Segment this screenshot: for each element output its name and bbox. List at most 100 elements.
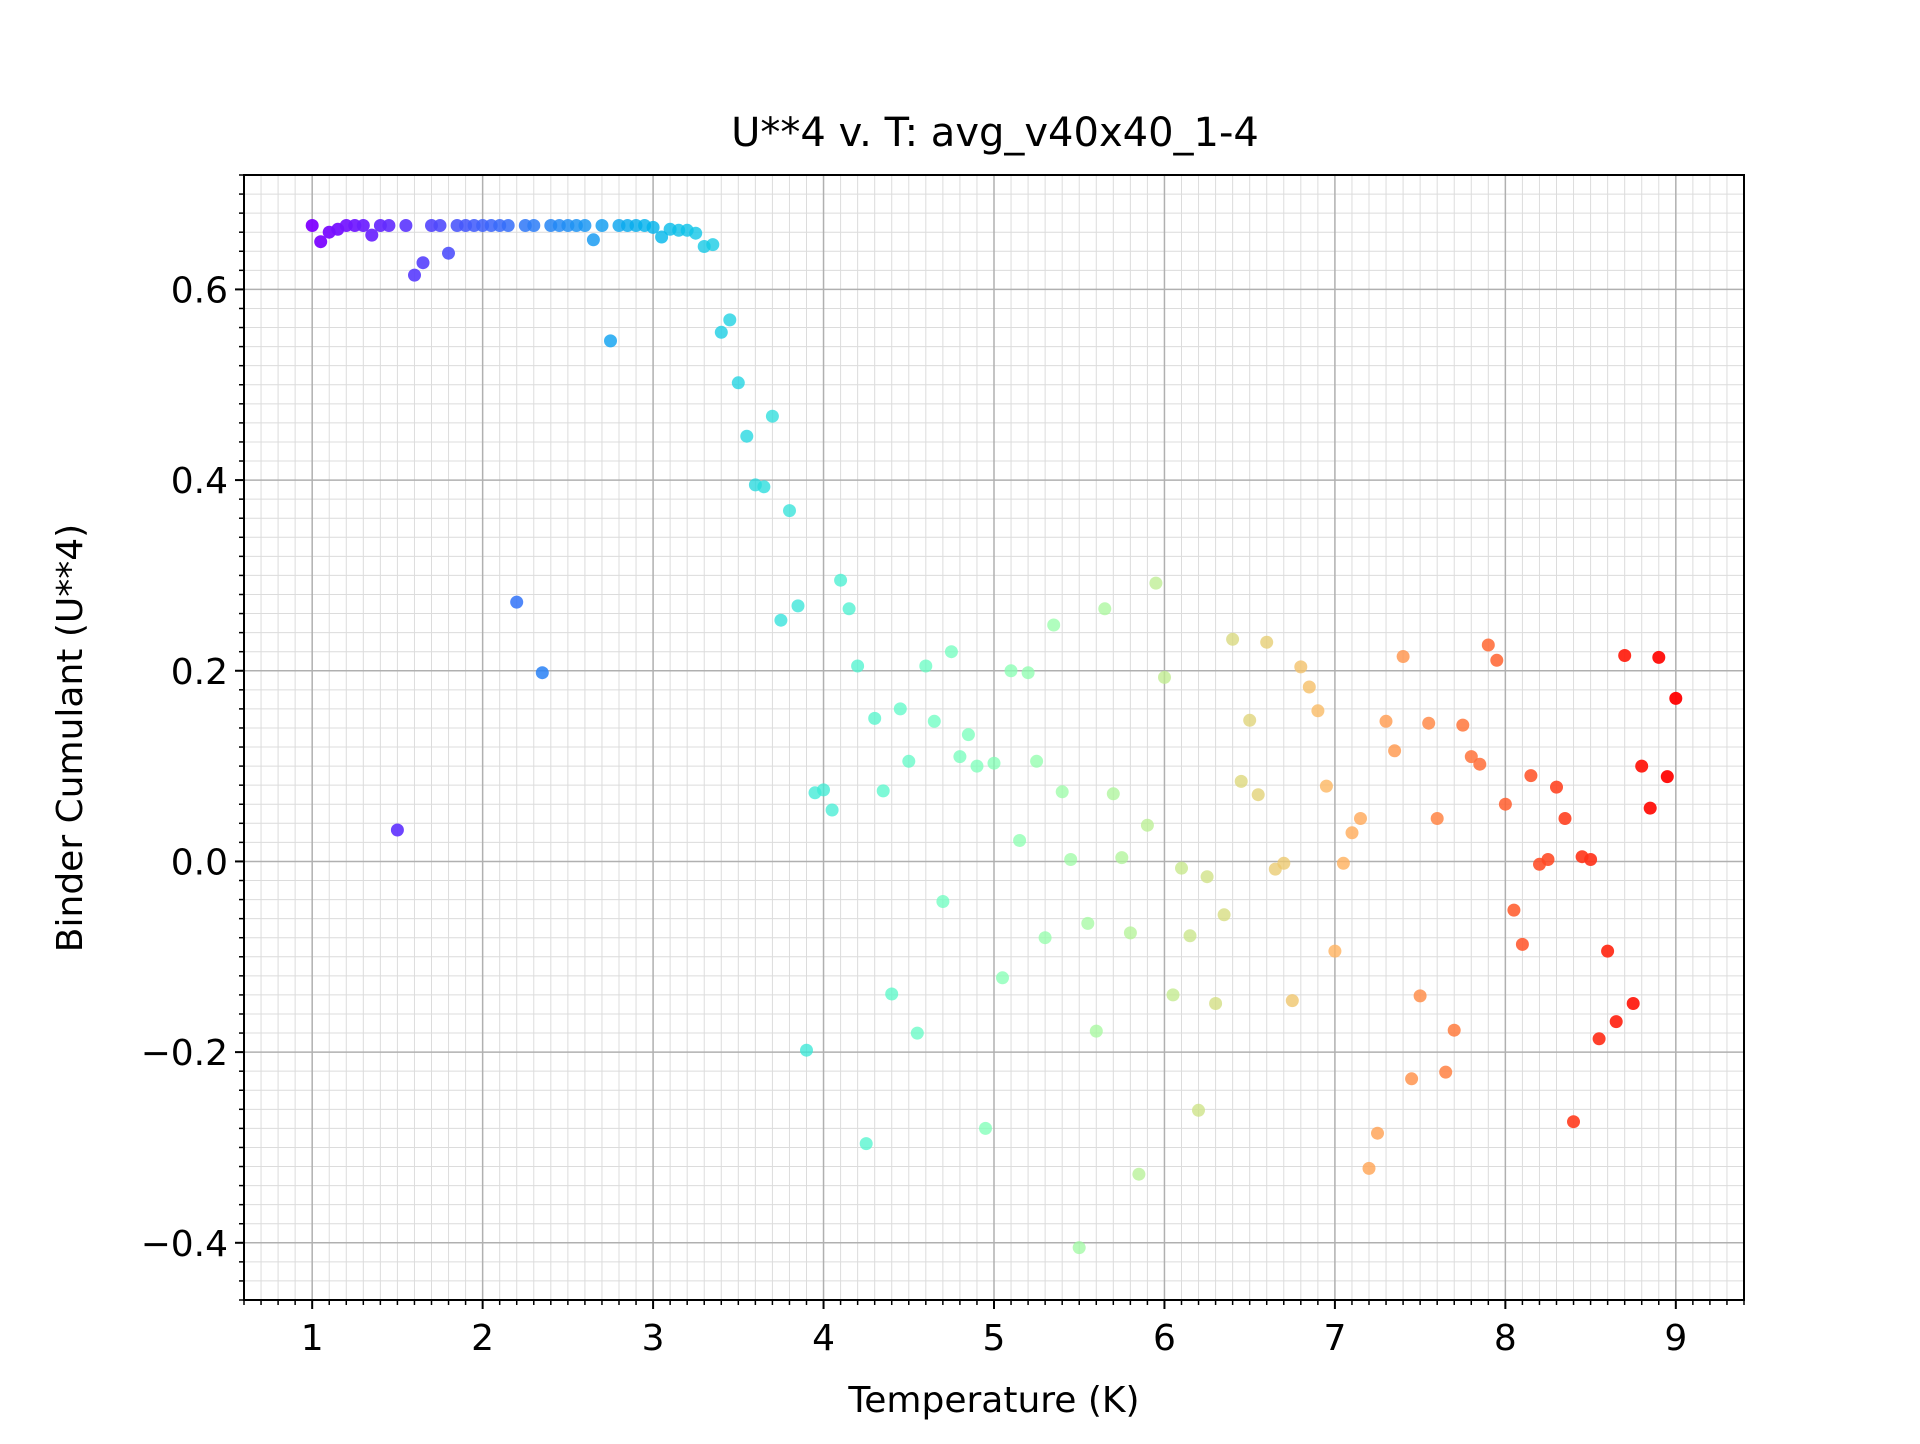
data-point (1328, 944, 1342, 958)
data-point (1294, 660, 1308, 674)
data-point (1558, 812, 1572, 825)
data-point (1447, 1023, 1461, 1037)
data-point (1524, 769, 1538, 783)
data-point (433, 219, 447, 232)
data-point (859, 1137, 873, 1151)
data-point (1515, 937, 1529, 951)
data-point (1550, 780, 1563, 794)
data-point (1354, 812, 1367, 825)
data-point (927, 714, 941, 728)
plot-area-frame (243, 174, 1745, 1301)
data-point (1396, 650, 1410, 663)
x-tick-labels: 1 2 3 4 5 6 7 8 9 (301, 1318, 1688, 1359)
data-point (1464, 750, 1478, 764)
data-point (1302, 680, 1316, 694)
data-point (305, 219, 319, 232)
data-point (382, 219, 396, 232)
data-point (1217, 908, 1231, 922)
x-tick-label: 7 (1323, 1318, 1346, 1359)
x-tick-label: 5 (983, 1318, 1006, 1359)
data-point (604, 334, 617, 348)
data-point (723, 313, 737, 327)
data-point (1490, 653, 1504, 667)
data-point (1183, 929, 1197, 943)
data-point (706, 238, 720, 252)
data-point (1507, 903, 1521, 917)
data-point (731, 376, 745, 390)
data-points (305, 219, 1683, 1255)
data-point (842, 602, 856, 616)
data-point (1115, 851, 1129, 865)
data-point (1456, 718, 1470, 732)
x-tick-label: 9 (1664, 1318, 1687, 1359)
data-point (442, 246, 455, 260)
data-point (876, 784, 890, 798)
data-point (689, 226, 703, 240)
data-point (910, 1026, 924, 1040)
y-tick-label: 0.2 (171, 652, 228, 693)
data-point (1055, 785, 1069, 799)
data-point (1226, 632, 1240, 646)
x-tick-label: 1 (301, 1318, 324, 1359)
data-point (1140, 818, 1154, 832)
axis-ticks (235, 174, 1745, 1309)
data-point (595, 219, 609, 232)
data-point (646, 220, 660, 234)
data-point (1635, 759, 1649, 773)
data-point (655, 230, 669, 244)
data-point (416, 256, 430, 270)
data-point (961, 728, 975, 742)
data-point (1106, 787, 1120, 801)
x-tick-label: 6 (1153, 1318, 1176, 1359)
data-point (510, 595, 524, 609)
y-axis-label: Binder Cumulant (U**4) (50, 524, 91, 952)
data-point (800, 1043, 813, 1057)
data-point (936, 895, 950, 908)
data-point (1388, 744, 1402, 758)
y-tick-labels: −0.4 −0.2 0.0 0.2 0.4 0.6 (141, 270, 228, 1264)
data-point (1601, 944, 1615, 958)
data-point (996, 971, 1009, 985)
data-point (365, 228, 379, 242)
data-point (902, 754, 916, 768)
major-grid (244, 175, 1744, 1300)
data-point (1260, 635, 1274, 649)
data-point (1592, 1032, 1606, 1046)
data-point (1158, 670, 1171, 684)
data-point (868, 711, 882, 725)
data-point (390, 823, 404, 837)
data-point (356, 219, 370, 232)
data-point (1609, 1015, 1623, 1029)
data-point (893, 702, 907, 716)
data-point (1030, 754, 1044, 768)
data-point (1166, 988, 1180, 1002)
data-point (1618, 649, 1632, 662)
data-point (1251, 788, 1265, 802)
data-point (314, 235, 328, 249)
data-point (1379, 714, 1393, 728)
x-axis-label: Temperature (K) (847, 1380, 1139, 1421)
data-point (1371, 1126, 1384, 1140)
data-point (885, 987, 899, 1001)
data-point (825, 803, 839, 817)
data-point (740, 429, 754, 443)
data-point (1021, 666, 1035, 680)
data-point (501, 219, 515, 232)
data-point (1192, 1103, 1205, 1117)
y-tick-label: −0.2 (141, 1033, 228, 1074)
data-point (1098, 602, 1112, 616)
data-point (1243, 713, 1257, 727)
data-point (1149, 576, 1163, 590)
data-point (1567, 1115, 1580, 1129)
data-point (1072, 1241, 1086, 1255)
data-point (817, 783, 830, 797)
data-point (979, 1121, 992, 1135)
data-point (1430, 812, 1444, 825)
data-point (1319, 779, 1333, 793)
data-point (1345, 826, 1359, 840)
data-point (783, 504, 796, 518)
data-point (1541, 853, 1555, 866)
data-point (1209, 997, 1223, 1010)
data-point (851, 659, 865, 673)
